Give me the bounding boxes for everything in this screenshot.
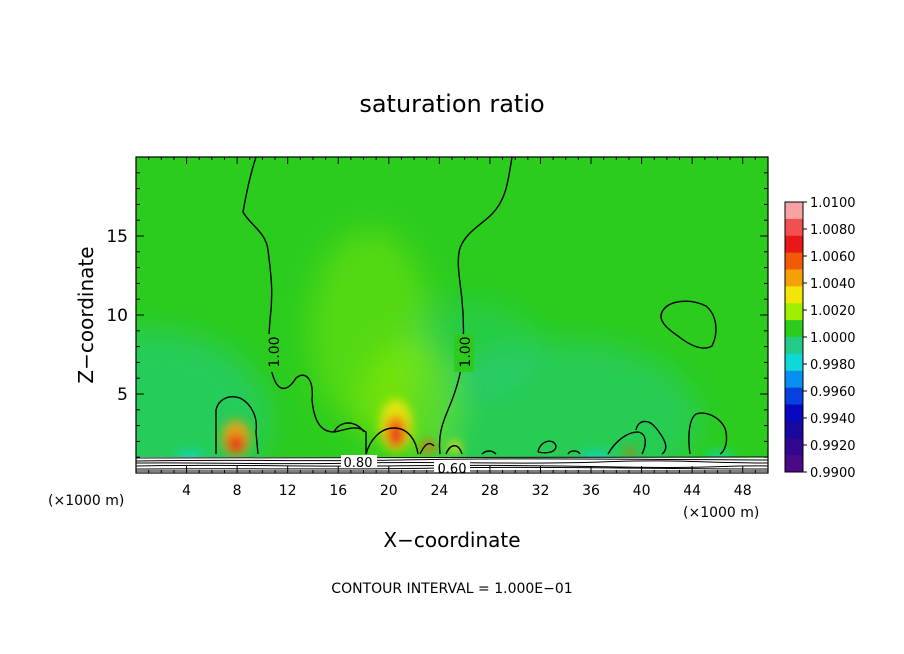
contour-label-bg (341, 455, 377, 468)
colorbar-swatch (785, 337, 803, 355)
colorbar-swatch (785, 252, 803, 270)
contour-line (136, 464, 768, 469)
higher-saturation-region (360, 340, 460, 460)
colorbar-label: 0.9900 (810, 466, 856, 481)
x-tick-label: 48 (734, 483, 752, 499)
colorbar-swatch (785, 303, 803, 321)
y-axis-label: Z−coordinate (74, 246, 98, 383)
contour-line-x40 (607, 431, 646, 455)
colorbar-label: 1.0060 (810, 250, 856, 265)
x-tick-label: 8 (233, 483, 242, 499)
contour-line (136, 456, 768, 459)
colorbar-label: 0.9940 (810, 412, 856, 427)
x-unit-left: (×1000 m) (48, 493, 124, 509)
x-unit-right: (×1000 m) (683, 505, 759, 521)
colorbar-swatch (785, 269, 803, 287)
colorbar-label: 1.0100 (810, 196, 856, 211)
hotspot (625, 448, 635, 456)
contour-interval-note: CONTOUR INTERVAL = 1.000E−01 (331, 581, 572, 597)
hotspot (448, 441, 462, 453)
contour-label-bg (434, 461, 470, 473)
hotspot (421, 440, 435, 452)
contour-line-x8 (215, 396, 259, 455)
contour-line-x34 (567, 450, 581, 455)
x-axis: 4 8 12 16 20 24 28 32 36 40 44 48 (148, 157, 756, 499)
colorbar-label: 1.0000 (810, 331, 856, 346)
x-axis-label: X−coordinate (383, 528, 520, 552)
hotspot (228, 435, 244, 453)
chart-title: saturation ratio (359, 90, 544, 118)
contour-lines (215, 157, 728, 455)
heatmap-field (136, 157, 768, 473)
contour-line-1-00-left (242, 157, 367, 454)
contour-line-x14 (333, 422, 365, 433)
colorbar-swatch (785, 421, 803, 439)
x-tick-label: 32 (532, 483, 550, 499)
colorbar-swatch (785, 202, 803, 220)
x-tick-label: 24 (430, 483, 448, 499)
contour-label-bg (454, 334, 474, 372)
colorbar-label: 0.9920 (810, 439, 856, 454)
colorbar-swatch (785, 455, 803, 473)
x-tick-label: 40 (633, 483, 651, 499)
contour-label: 0.60 (438, 462, 467, 477)
contour-line-x33 (537, 440, 557, 454)
contour-line-x23 (419, 442, 435, 455)
x-tick-label: 44 (683, 483, 701, 499)
colorbar-swatch (785, 353, 803, 372)
colorbar-label: 1.0020 (810, 304, 856, 319)
contour-line-1-00-right (438, 157, 513, 455)
colorbar-label: 0.9980 (810, 358, 856, 373)
colorbar-swatch (785, 370, 803, 389)
colorbar-swatch (785, 286, 803, 304)
contour-line-x20 (365, 427, 419, 455)
contour-label: 1.00 (458, 336, 474, 367)
contour-line (136, 458, 768, 462)
colorbar-swatch (785, 218, 803, 237)
colorbar: 1.0100 1.0080 1.0060 1.0040 1.0020 1.0000 0.99… (784, 196, 856, 481)
y-axis: 5 10 15 (106, 172, 768, 458)
colorbar-swatch (785, 387, 803, 405)
contour-line-x41 (635, 420, 667, 455)
x-tick-label: 16 (329, 483, 347, 499)
colorbar-swatch (785, 320, 803, 338)
colorbar-label: 0.9960 (810, 385, 856, 400)
contour-line-x27 (481, 450, 497, 455)
colorbar-label: 1.0080 (810, 223, 856, 238)
contour-line-x44 (660, 300, 717, 349)
contour-line-x25 (445, 445, 463, 455)
colorbar-swatch (785, 235, 803, 254)
contour-label-bg (262, 334, 282, 372)
colorbar-swatch (785, 404, 803, 422)
y-tick-label: 5 (117, 385, 128, 405)
x-tick-label: 20 (380, 483, 398, 499)
x-tick-label: 4 (182, 483, 191, 499)
contour-line-x45 (688, 412, 728, 455)
hotspot (390, 429, 402, 447)
x-tick-label: 12 (279, 483, 297, 499)
x-tick-label: 28 (481, 483, 499, 499)
y-tick-label: 10 (106, 306, 128, 326)
field-hotspots (176, 399, 734, 460)
y-tick-label: 15 (106, 227, 128, 247)
x-tick-label: 36 (582, 483, 600, 499)
contour-label: 0.80 (344, 456, 373, 471)
colorbar-swatch (785, 438, 803, 456)
contour-label: 1.00 (267, 336, 283, 367)
colorbar-label: 1.0040 (810, 277, 856, 292)
